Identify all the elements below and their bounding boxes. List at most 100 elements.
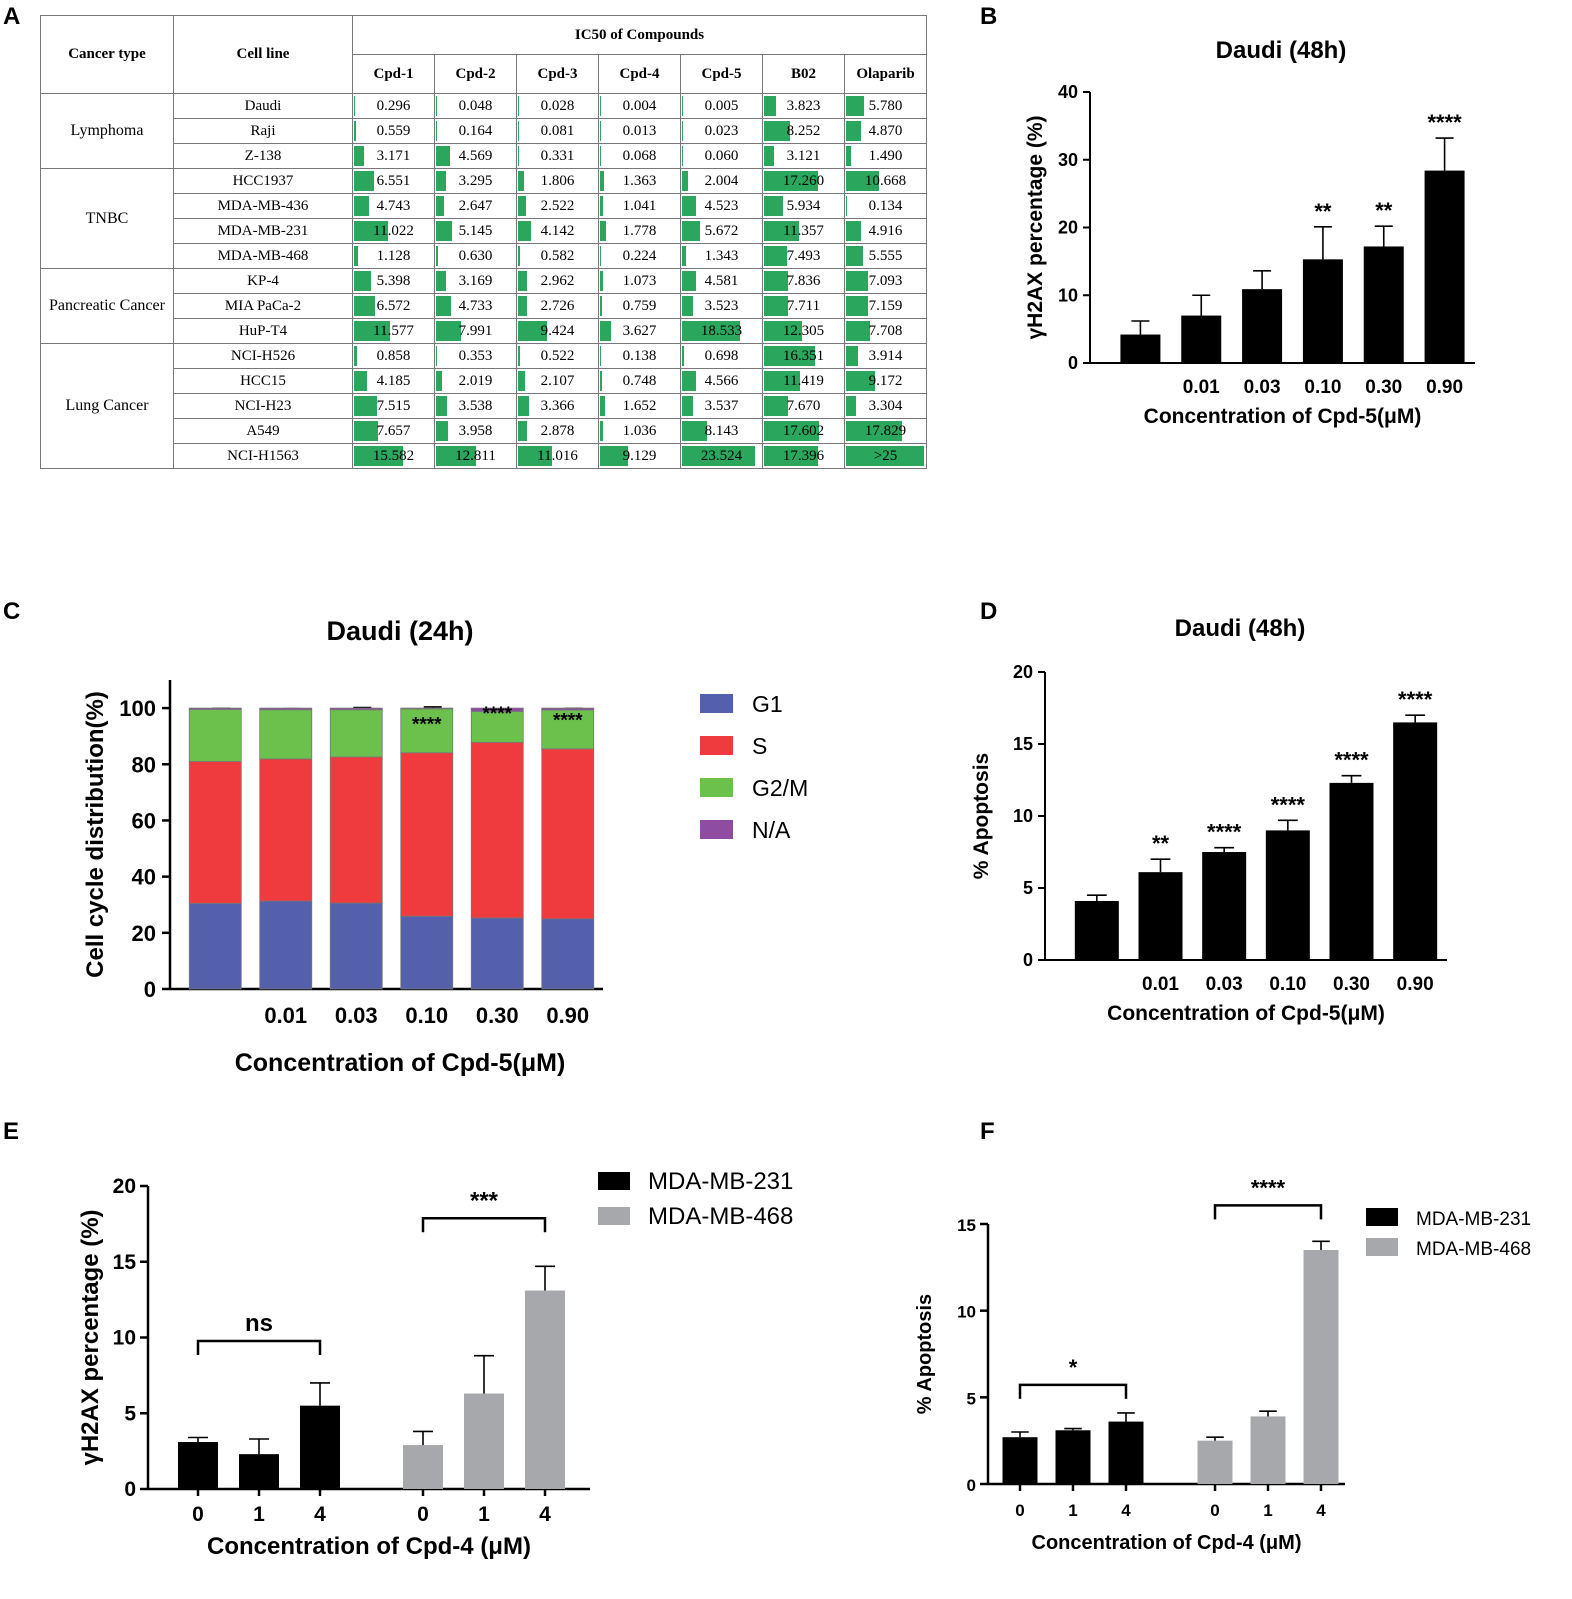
panel-label-c: C xyxy=(3,598,21,625)
ic50-value-cell: 3.523 xyxy=(680,293,763,319)
ic50-value: 3.304 xyxy=(868,397,903,414)
significance-mark: **** xyxy=(1398,687,1433,712)
ic50-value-cell: 6.572 xyxy=(352,293,435,319)
chart-title: Daudi (48h) xyxy=(1175,615,1306,642)
x-tick-label: 0 xyxy=(1210,1501,1219,1520)
ic50-value-cell: 0.060 xyxy=(680,143,763,169)
ic50-value: 3.914 xyxy=(868,347,903,364)
legend-swatch xyxy=(700,820,733,839)
ic50-databar xyxy=(354,421,378,441)
ic50-value-cell: 8.143 xyxy=(680,418,763,444)
ic50-value: 5.934 xyxy=(786,197,821,214)
y-tick-label: 20 xyxy=(132,921,156,946)
stacked-segment-g1 xyxy=(188,902,242,990)
cell-line-cell: MDA-MB-468 xyxy=(173,243,353,269)
ic50-databar xyxy=(354,371,368,391)
ic50-value: 0.060 xyxy=(704,147,739,164)
y-tick-label: 40 xyxy=(1058,82,1078,102)
ic50-value: 15.582 xyxy=(372,447,415,464)
ic50-value-cell: 9.424 xyxy=(516,318,599,344)
table-row: MDA-MB-436 4.743 2.647 2.522 1.041 4.523 5.934… xyxy=(41,193,927,219)
significance-mark: **** xyxy=(1334,748,1369,773)
ic50-value-cell: 2.019 xyxy=(434,368,517,394)
bar xyxy=(1329,782,1374,960)
ic50-databar xyxy=(600,271,604,291)
ic50-value: 1.490 xyxy=(868,147,903,164)
ic50-value-cell: 4.569 xyxy=(434,143,517,169)
ic50-value: 7.657 xyxy=(376,422,411,439)
ic50-value-cell: 2.878 xyxy=(516,418,599,444)
ic50-value: 7.093 xyxy=(868,272,903,289)
panel-label-d: D xyxy=(980,598,998,625)
stacked-segment-g2-m xyxy=(470,711,524,743)
ic50-databar xyxy=(682,221,700,241)
y-tick-label: 0 xyxy=(124,1478,136,1501)
ic50-value-cell: 1.778 xyxy=(598,218,681,244)
ic50-databar xyxy=(600,96,601,116)
significance-bracket xyxy=(196,1339,322,1355)
y-tick-label: 10 xyxy=(113,1327,136,1350)
ic50-value-cell: 7.708 xyxy=(844,318,927,344)
ic50-value-cell: 0.630 xyxy=(434,243,517,269)
legend-label: MDA-MB-231 xyxy=(648,1168,793,1195)
ic50-databar xyxy=(354,296,375,316)
ic50-value: 0.134 xyxy=(868,197,903,214)
ic50-value: 0.522 xyxy=(540,347,575,364)
ic50-value: 0.858 xyxy=(376,347,411,364)
ic50-value: 1.778 xyxy=(622,222,657,239)
cell-line-cell: MDA-MB-436 xyxy=(173,193,353,219)
ic50-value: 0.559 xyxy=(376,122,411,139)
x-tick-label: 0.30 xyxy=(1333,974,1370,995)
ic50-value: 9.424 xyxy=(540,322,575,339)
bar-mda-mb-468 xyxy=(464,1393,504,1489)
ic50-value-cell: 11.357 xyxy=(762,218,845,244)
ic50-databar xyxy=(518,446,553,466)
panel-label-b: B xyxy=(980,3,998,30)
ic50-value: 17.260 xyxy=(782,172,825,189)
ic50-value: 0.013 xyxy=(622,122,657,139)
ic50-databar xyxy=(518,96,519,116)
x-tick-label: 4 xyxy=(314,1503,326,1526)
ic50-value-cell: 2.647 xyxy=(434,193,517,219)
ic50-value-cell: 0.748 xyxy=(598,368,681,394)
cell-line-cell: HCC1937 xyxy=(173,168,353,194)
ic50-value-cell: 17.396 xyxy=(762,443,845,469)
ic50-value-cell: 3.295 xyxy=(434,168,517,194)
ic50-value: 1.343 xyxy=(704,247,739,264)
x-tick-label: 1 xyxy=(1068,1501,1077,1520)
stacked-segment-s xyxy=(470,741,524,919)
ic50-databar xyxy=(354,346,357,366)
ic50-value: 4.142 xyxy=(540,222,575,239)
x-tick-label: 1 xyxy=(1263,1501,1272,1520)
ic50-value-cell: 23.524 xyxy=(680,443,763,469)
ic50-value: 12.305 xyxy=(782,322,825,339)
ic50-value-cell: 9.129 xyxy=(598,443,681,469)
x-tick-label: 0.90 xyxy=(546,1003,589,1028)
bar xyxy=(1242,289,1283,363)
legend-label: MDA-MB-468 xyxy=(1416,1239,1531,1260)
y-tick-label: 10 xyxy=(1013,806,1033,826)
ic50-value-cell: 5.672 xyxy=(680,218,763,244)
ic50-value-cell: 15.582 xyxy=(352,443,435,469)
bar-mda-mb-231 xyxy=(178,1442,218,1489)
ic50-value: 7.711 xyxy=(786,297,821,314)
ic50-value: 8.252 xyxy=(786,122,821,139)
ic50-value: 0.028 xyxy=(540,97,575,114)
bar-mda-mb-468 xyxy=(1250,1416,1286,1484)
significance-mark: **** xyxy=(1271,792,1306,817)
ic50-databar xyxy=(600,446,629,466)
ic50-databar xyxy=(682,371,697,391)
ic50-databar xyxy=(764,196,783,216)
significance-mark: ns xyxy=(245,1310,273,1337)
significance-mark: **** xyxy=(553,710,583,731)
ic50-databar xyxy=(846,371,875,391)
ic50-databar xyxy=(846,246,864,266)
legend-swatch xyxy=(598,1172,630,1190)
ic50-databar xyxy=(354,121,356,141)
ic50-value-cell: 0.081 xyxy=(516,118,599,144)
ic50-databar xyxy=(600,421,604,441)
ic50-value-cell: 3.958 xyxy=(434,418,517,444)
ic50-value-cell: 3.304 xyxy=(844,393,927,419)
ic50-value-cell: 9.172 xyxy=(844,368,927,394)
ic50-value: 4.916 xyxy=(868,222,903,239)
